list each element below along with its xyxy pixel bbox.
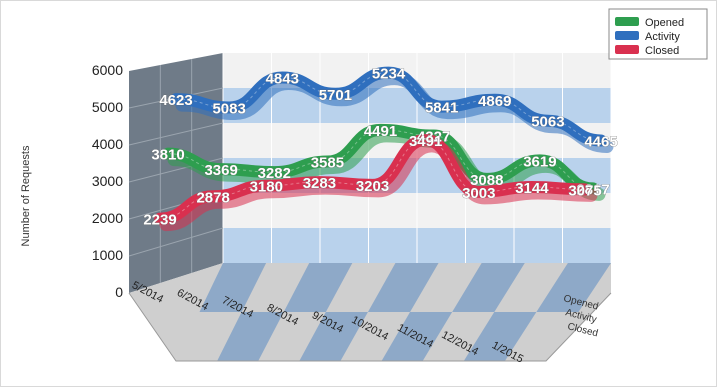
data-point <box>219 167 224 172</box>
data-label: 5701 <box>319 87 352 104</box>
chart-series <box>154 66 614 232</box>
data-label: 3491 <box>409 133 442 150</box>
y-tick-label: 6000 <box>92 62 123 78</box>
data-label: 4327 <box>417 129 450 146</box>
series-ribbon-texture <box>159 139 586 220</box>
y-tick-label: 4000 <box>92 136 123 152</box>
data-point <box>423 137 428 142</box>
data-point <box>484 176 489 181</box>
data-point <box>325 159 330 164</box>
data-point <box>227 105 232 110</box>
data-label: 2239 <box>143 212 176 229</box>
data-label: 3369 <box>204 162 237 179</box>
data-point <box>174 97 178 102</box>
data-label: 3003 <box>462 185 495 202</box>
data-point <box>158 216 162 221</box>
data-label: 4623 <box>159 92 192 109</box>
data-point <box>378 127 383 132</box>
series-activity <box>170 66 614 153</box>
data-point <box>264 183 269 188</box>
data-point <box>317 180 322 185</box>
data-point <box>545 118 550 123</box>
data-label: 3585 <box>311 155 344 172</box>
y-tick-label: 2000 <box>92 210 123 226</box>
y-tick-label: 5000 <box>92 99 123 115</box>
data-label: 5083 <box>212 100 245 117</box>
data-label: 3144 <box>515 180 549 197</box>
data-label: 4869 <box>478 93 511 110</box>
data-label: 5234 <box>372 66 406 83</box>
data-label: 3203 <box>356 178 389 195</box>
data-point <box>599 138 603 143</box>
series-closed <box>154 133 598 232</box>
data-label: 3619 <box>523 153 556 170</box>
y-tick-label: 0 <box>115 284 123 300</box>
series-opened <box>162 123 606 201</box>
data-point <box>211 194 216 199</box>
data-label: 5063 <box>531 114 564 131</box>
series-ribbon <box>154 133 591 225</box>
legend: Opened Activity Closed <box>608 8 708 60</box>
data-point <box>583 187 587 192</box>
data-label: 3283 <box>303 175 336 192</box>
legend-label: Opened <box>645 17 684 29</box>
data-point <box>370 182 375 187</box>
data-label: 3282 <box>258 165 291 182</box>
data-label: 3088 <box>470 172 503 189</box>
legend-label: Activity <box>645 31 680 43</box>
data-point <box>492 97 497 102</box>
data-point <box>272 170 277 175</box>
data-label: 3180 <box>250 179 283 196</box>
data-label: 4465 <box>584 134 617 151</box>
data-point <box>529 184 534 189</box>
data-label: 3810 <box>151 147 184 164</box>
data-label: 4491 <box>364 123 397 140</box>
legend-swatch <box>615 17 639 26</box>
legend-swatch <box>615 31 639 40</box>
series-ribbon-depth <box>159 139 598 232</box>
data-point <box>476 189 481 194</box>
legend-swatch <box>615 45 639 54</box>
data-label: 5841 <box>425 100 458 117</box>
data-label: 4843 <box>266 70 299 87</box>
y-axis-title: Number of Requests <box>20 145 32 246</box>
chart-data-labels: 4623 5083 4843 5701 5234 5841 4869 5063 4465 3810… <box>143 65 618 229</box>
data-point <box>280 75 285 80</box>
data-label: 2878 <box>196 189 229 206</box>
data-point <box>166 151 170 156</box>
data-label: 3075 <box>568 182 601 199</box>
data-label: 2817 <box>576 181 609 198</box>
data-point <box>537 158 542 163</box>
y-tick-label: 3000 <box>92 173 123 189</box>
series-ribbon-texture <box>175 72 602 141</box>
data-point <box>386 70 391 75</box>
data-point <box>439 104 444 109</box>
legend-label: Closed <box>645 45 679 57</box>
data-point <box>333 91 338 96</box>
y-tick-label: 1000 <box>92 247 123 263</box>
